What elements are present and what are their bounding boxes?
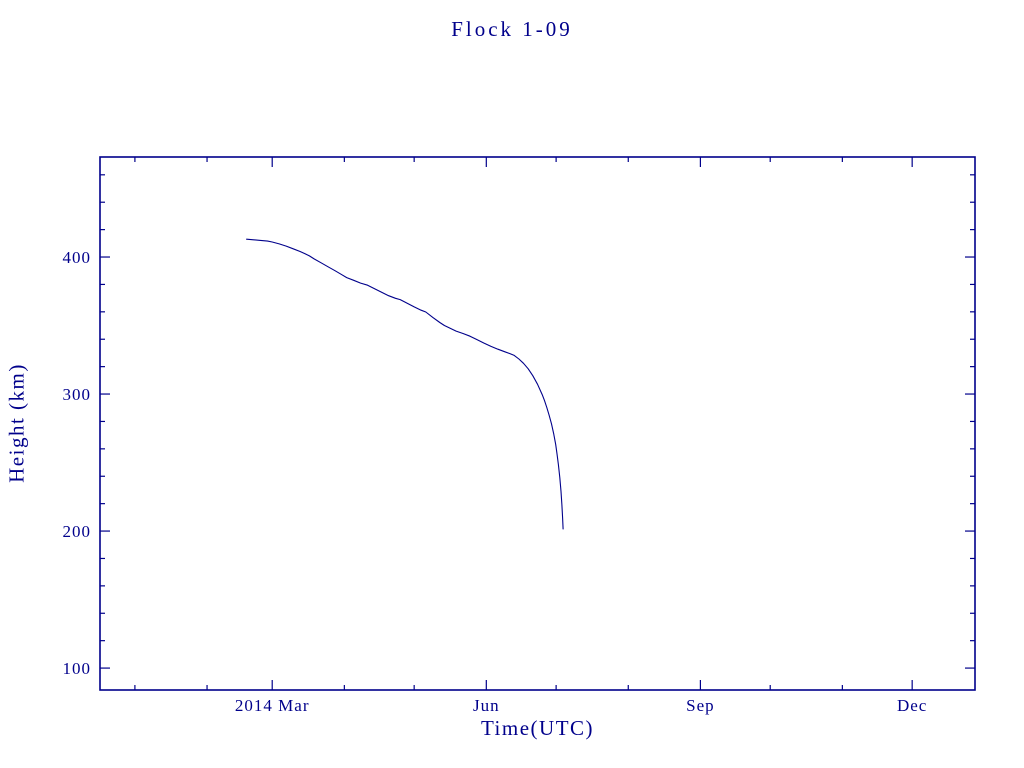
y-axis-label: Height (km)	[4, 363, 29, 483]
data-line	[246, 238, 564, 530]
x-tick-label: Jun	[473, 696, 500, 715]
plot-frame	[99, 156, 976, 691]
y-tick-label: 400	[63, 248, 92, 267]
y-tick-label: 200	[63, 522, 92, 541]
y-tick-label: 100	[63, 659, 92, 678]
x-tick-label: 2014 Mar	[235, 696, 310, 715]
chart-title: Flock 1-09	[451, 17, 573, 41]
x-axis-label: Time(UTC)	[480, 716, 595, 740]
x-tick-label: Sep	[686, 696, 715, 715]
x-tick-label: Dec	[897, 696, 927, 715]
y-tick-label: 300	[63, 385, 92, 404]
